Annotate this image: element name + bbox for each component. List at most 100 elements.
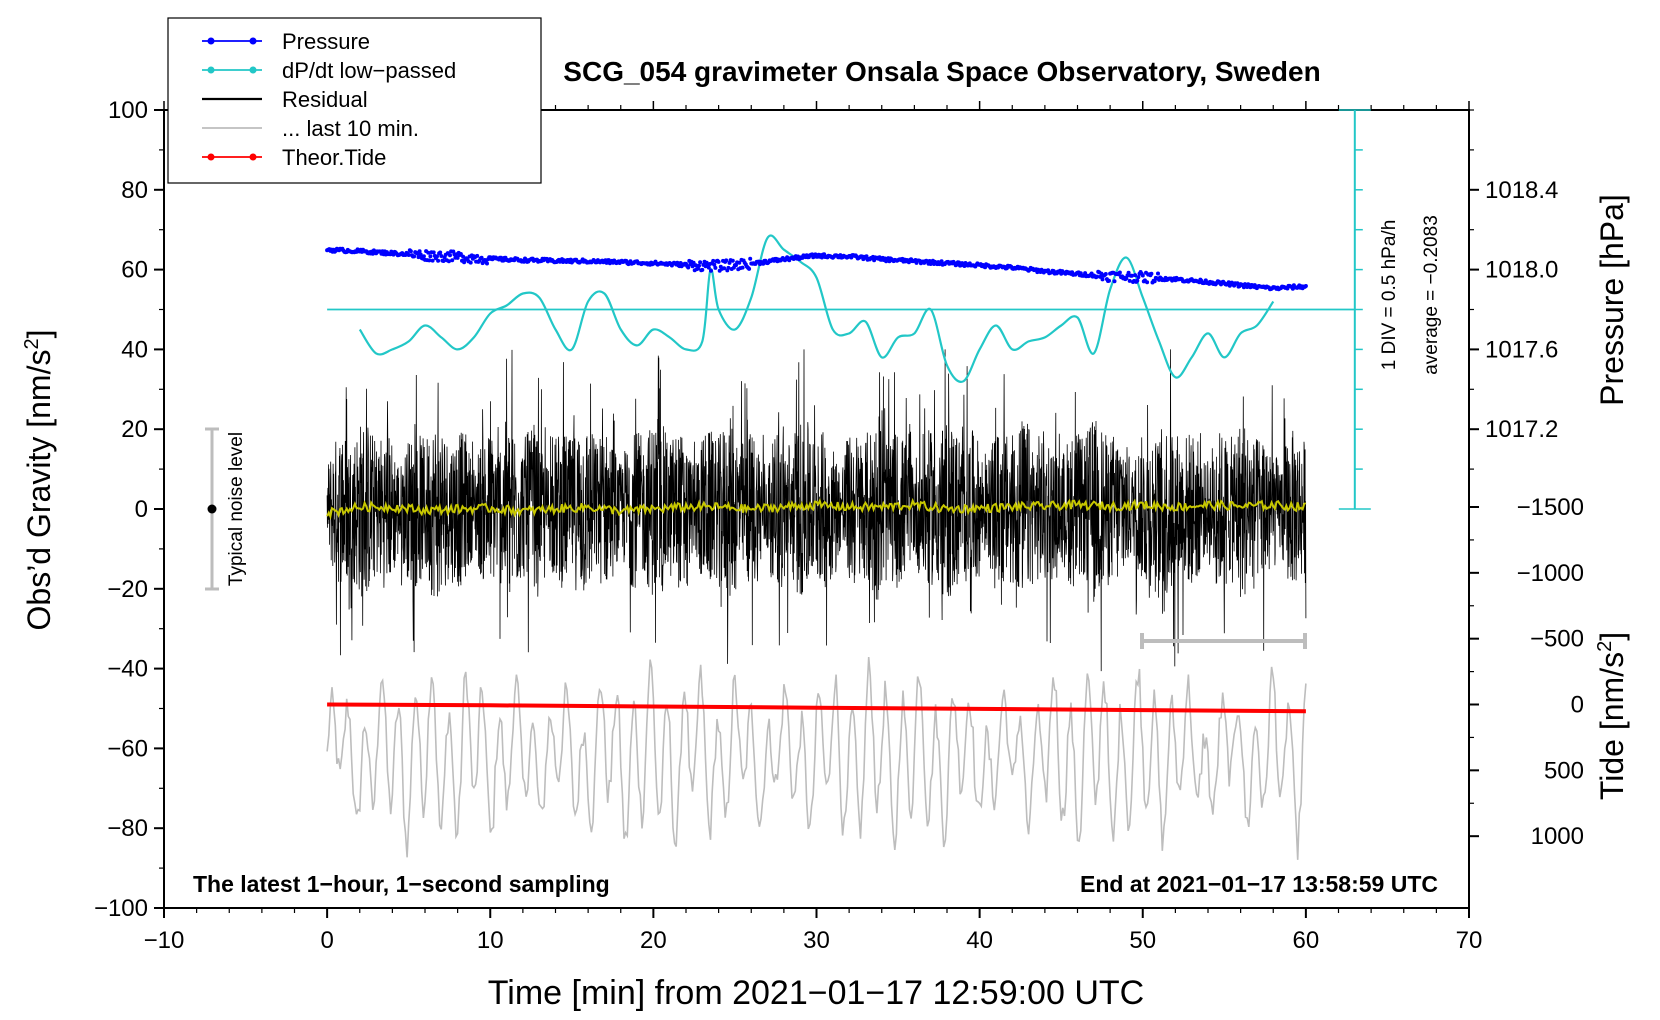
pressure-point xyxy=(726,265,731,270)
x-tick-label: 0 xyxy=(320,927,333,954)
pressure-point xyxy=(1095,274,1100,279)
y-tick-label: −60 xyxy=(107,735,148,762)
pressure-point xyxy=(441,259,446,263)
pressure-point xyxy=(1133,273,1138,278)
pressure-point xyxy=(448,253,452,258)
x-tick-label: 40 xyxy=(966,927,993,954)
pressure-point xyxy=(698,260,703,265)
pressure-point xyxy=(690,264,695,269)
pressure-point xyxy=(1136,275,1141,280)
pressure-point xyxy=(1140,273,1145,278)
legend-marker xyxy=(249,37,257,45)
last-10-min-bracket xyxy=(1140,633,1307,649)
pressure-tick-label: 1017.6 xyxy=(1485,336,1558,363)
pressure-point xyxy=(446,259,451,264)
legend: Pressure dP/dt low−passed Residual ... last… xyxy=(167,17,542,184)
pressure-point xyxy=(722,266,727,271)
pressure-point xyxy=(747,266,752,271)
legend-label: Theor.Tide xyxy=(282,145,386,170)
tide-tick-label: −1000 xyxy=(1517,560,1584,587)
y-axis-tide-label-sup: 2 xyxy=(1594,641,1616,652)
pressure-point xyxy=(461,254,466,259)
pressure-point xyxy=(1303,284,1308,288)
pressure-tick-label: 1018.0 xyxy=(1485,257,1558,284)
series-last-10-min xyxy=(326,657,1307,860)
pressure-point xyxy=(957,260,961,265)
pressure-point xyxy=(436,258,441,263)
pressure-point xyxy=(700,267,705,272)
pressure-point xyxy=(418,252,423,257)
pressure-point xyxy=(450,258,455,263)
pressure-tick-label: 1017.2 xyxy=(1485,416,1558,443)
x-tick-label: 50 xyxy=(1129,927,1156,954)
noise-level-label: Typical noise level xyxy=(226,432,247,586)
pressure-point xyxy=(1129,273,1134,278)
series-pressure xyxy=(325,246,1308,292)
legend-label: Residual xyxy=(282,87,368,112)
y-tick-label: −20 xyxy=(107,576,148,603)
y-axis-pressure-label: Pressure [hPa] xyxy=(1594,194,1630,406)
series-dpdt xyxy=(358,234,1275,383)
pressure-point xyxy=(458,252,463,256)
pressure-point xyxy=(427,258,432,263)
pressure-point xyxy=(1135,278,1140,283)
data-layer xyxy=(325,234,1355,860)
pressure-point xyxy=(435,254,439,259)
dpdt-average-label: average = −0.2083 xyxy=(1421,215,1442,375)
pressure-tick-label: 1018.4 xyxy=(1485,177,1558,204)
pressure-point xyxy=(479,255,484,260)
pressure-point xyxy=(421,254,426,259)
pressure-point xyxy=(713,265,718,270)
pressure-point xyxy=(712,262,717,267)
pressure-point xyxy=(740,265,745,270)
pressure-point xyxy=(1145,280,1150,285)
pressure-point xyxy=(1107,278,1111,283)
y-tick-label: 0 xyxy=(135,496,148,523)
pressure-point xyxy=(730,258,735,263)
y-axis-pressure-ticks: 1018.4 1018.0 1017.6 1017.2 xyxy=(1469,109,1558,470)
pressure-point xyxy=(737,260,742,265)
pressure-point xyxy=(475,253,480,258)
pressure-point xyxy=(416,255,421,260)
x-tick-label: 20 xyxy=(640,927,667,954)
pressure-point xyxy=(1112,279,1117,284)
pressure-point xyxy=(686,265,691,270)
y-axis-tide-label: Tide [nm/s2] xyxy=(1594,632,1630,800)
x-axis-ticks: −10 0 10 20 30 40 50 60 70 xyxy=(144,101,1483,954)
x-axis-label: Time [min] from 2021−01−17 12:59:00 UTC xyxy=(488,974,1144,1012)
pressure-point xyxy=(1100,277,1105,282)
tide-tick-label: 1000 xyxy=(1531,823,1584,850)
pressure-point xyxy=(1117,270,1122,275)
pressure-point xyxy=(711,258,716,263)
y-tick-label: −40 xyxy=(107,656,148,683)
pressure-point xyxy=(716,259,721,264)
y-axis-left-label-sup: 2 xyxy=(21,338,43,349)
y-axis-left-ticks: 100 80 60 40 20 0 −20 −40 −60 −80 −100 xyxy=(94,97,164,922)
y-tick-label: 80 xyxy=(121,177,148,204)
tide-tick-label: −500 xyxy=(1530,626,1584,653)
tide-tick-label: 0 xyxy=(1571,692,1584,719)
pressure-point xyxy=(428,254,433,259)
tide-tick-label: −1500 xyxy=(1517,494,1584,521)
x-tick-label: 70 xyxy=(1456,927,1483,954)
pressure-point xyxy=(1149,271,1154,276)
tide-tick-label: 500 xyxy=(1544,757,1584,784)
pressure-point xyxy=(1103,272,1108,276)
pressure-point xyxy=(1156,271,1160,276)
y-axis-tide-ticks: 1000 500 0 −500 −1000 −1500 xyxy=(1469,494,1584,850)
y-tick-label: −80 xyxy=(107,815,148,842)
legend-marker xyxy=(207,153,215,161)
dpdt-scale-label: 1 DIV = 0.5 hPa/h xyxy=(1379,220,1400,371)
legend-marker xyxy=(249,153,257,161)
x-tick-label: −10 xyxy=(144,927,185,954)
pressure-point xyxy=(468,260,473,265)
pressure-point xyxy=(706,265,711,270)
pressure-point xyxy=(406,253,411,257)
sampling-annotation: The latest 1−hour, 1−second sampling xyxy=(193,871,610,897)
pressure-point xyxy=(1127,278,1132,283)
pressure-point xyxy=(693,263,698,268)
pressure-point xyxy=(1126,270,1131,275)
legend-label: ... last 10 min. xyxy=(282,116,419,141)
y-tick-label: 60 xyxy=(121,257,148,284)
